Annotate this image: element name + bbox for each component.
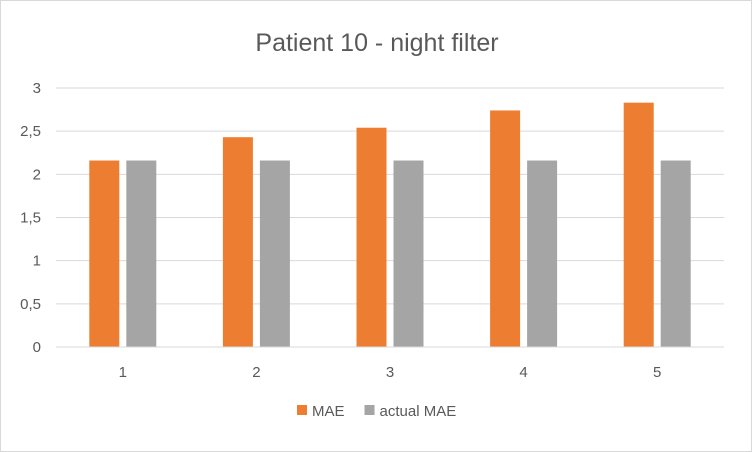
gridlines bbox=[56, 87, 724, 305]
legend: MAE actual MAE bbox=[297, 403, 456, 420]
bar-mae bbox=[222, 137, 253, 347]
y-axis-ticks: 0 0,5 1 1,5 2 2,5 3 bbox=[20, 80, 41, 356]
bar-mae bbox=[89, 160, 120, 347]
y-tick-label: 0,5 bbox=[20, 296, 41, 313]
bar-actual-mae bbox=[259, 160, 290, 347]
x-tick-label: 2 bbox=[252, 364, 260, 381]
y-tick-label: 3 bbox=[33, 80, 41, 97]
bar-mae bbox=[490, 110, 521, 348]
legend-swatch bbox=[297, 405, 307, 415]
chart-title: Patient 10 - night filter bbox=[255, 29, 498, 57]
y-tick-label: 2 bbox=[33, 166, 41, 183]
bar-actual-mae bbox=[527, 160, 558, 347]
bar-mae bbox=[623, 102, 654, 347]
y-tick-label: 2,5 bbox=[20, 123, 41, 140]
x-tick-label: 5 bbox=[653, 364, 661, 381]
legend-swatch bbox=[364, 405, 375, 415]
legend-label: actual MAE bbox=[380, 403, 457, 420]
y-tick-label: 1,5 bbox=[20, 210, 41, 227]
y-tick-label: 1 bbox=[33, 253, 41, 270]
bar-actual-mae bbox=[126, 160, 157, 347]
bar-actual-mae bbox=[393, 160, 424, 347]
x-tick-label: 4 bbox=[519, 364, 527, 381]
legend-label: MAE bbox=[312, 403, 345, 420]
bar-actual-mae bbox=[660, 160, 691, 347]
y-tick-label: 0 bbox=[33, 339, 41, 356]
bars bbox=[89, 102, 691, 348]
bar-mae bbox=[356, 127, 387, 347]
x-tick-label: 3 bbox=[386, 364, 394, 381]
x-axis-ticks: 1 2 3 4 5 bbox=[119, 364, 662, 381]
x-tick-label: 1 bbox=[119, 364, 127, 381]
